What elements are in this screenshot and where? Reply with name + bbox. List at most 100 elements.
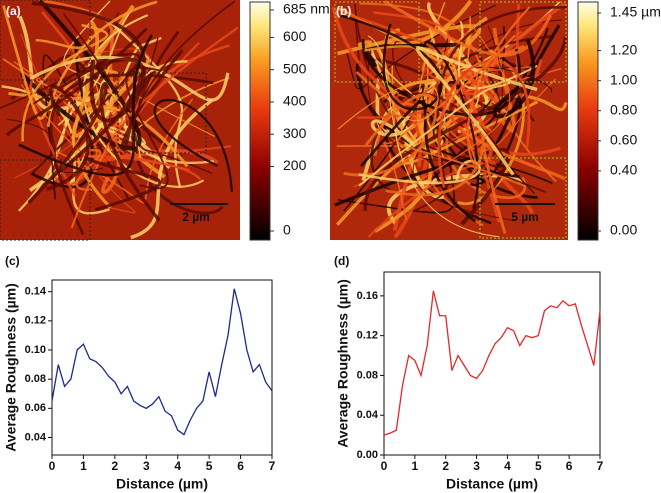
data-line <box>383 290 601 436</box>
x-axis-title: Distance (µm) <box>116 476 208 492</box>
y-tick-label: 0.06 <box>25 402 46 414</box>
texture <box>153 98 233 192</box>
texture <box>358 81 511 187</box>
x-axis-title: Distance (µm) <box>446 476 538 492</box>
colorbar <box>249 1 271 241</box>
roi-box <box>479 1 567 83</box>
texture <box>370 119 418 149</box>
texture <box>75 148 102 191</box>
plot-frame <box>383 271 601 456</box>
texture <box>363 36 568 212</box>
texture <box>336 145 484 227</box>
x-tick-label: 4 <box>174 459 181 473</box>
y-tick-label: 0.04 <box>357 409 379 421</box>
colorbar-tick-label: 500 <box>283 60 307 76</box>
y-axis-title: Average Roughness (µm) <box>3 283 19 452</box>
texture <box>115 26 239 181</box>
texture <box>337 82 439 130</box>
x-tick-label: 0 <box>381 459 388 473</box>
colorbar-tick-label: 0.80 <box>610 101 637 117</box>
data-line <box>51 288 273 436</box>
x-tick-label: 1 <box>412 459 419 473</box>
x-tick-label: 5 <box>206 459 213 473</box>
y-axis-title: Average Roughness (µm) <box>335 279 351 448</box>
colorbar-tick-label: 0.60 <box>610 131 637 147</box>
texture <box>35 35 92 49</box>
panel-label: (c) <box>5 254 20 268</box>
x-tick-label: 7 <box>597 459 604 473</box>
texture <box>82 14 205 188</box>
y-tick-label: 0.04 <box>25 431 47 443</box>
texture <box>84 156 162 212</box>
roi-box <box>0 0 91 81</box>
x-tick-label: 6 <box>566 459 573 473</box>
scale-bar-label: 2 µm <box>182 210 210 224</box>
texture <box>46 84 90 192</box>
texture <box>62 0 236 151</box>
texture <box>469 52 523 187</box>
texture <box>385 133 507 234</box>
x-tick-label: 6 <box>237 459 244 473</box>
texture <box>492 39 536 119</box>
texture <box>414 22 511 184</box>
texture <box>5 27 148 137</box>
colorbar-tick-label: 400 <box>283 93 307 109</box>
roi-box <box>117 72 207 154</box>
texture <box>397 34 527 188</box>
y-tick-label: 0.12 <box>25 315 46 327</box>
texture <box>125 66 169 190</box>
roi-box <box>334 1 420 83</box>
colorbar-tick-label: 0.00 <box>610 222 637 238</box>
texture <box>345 12 484 95</box>
colorbar-tick-label: 300 <box>283 125 307 141</box>
y-tick-label: 0.08 <box>25 373 46 385</box>
colorbar-tick-label: 1.20 <box>610 41 637 57</box>
x-tick-label: 1 <box>80 459 87 473</box>
texture <box>465 6 531 165</box>
colorbar-tick-label: 600 <box>283 28 307 44</box>
y-tick-label: 0.16 <box>357 290 378 302</box>
roi-box <box>479 157 567 239</box>
texture <box>460 147 510 226</box>
texture <box>6 118 104 174</box>
roi-box <box>0 159 91 241</box>
texture <box>437 59 531 188</box>
texture <box>104 17 184 189</box>
panel-label: (b) <box>336 4 351 18</box>
texture <box>457 20 538 90</box>
texture <box>21 23 109 142</box>
colorbar-tick-label: 0.40 <box>610 162 637 178</box>
texture <box>1 85 110 215</box>
colorbar-tick-label: 1.45 µm <box>610 4 661 20</box>
x-tick-label: 0 <box>49 459 56 473</box>
y-tick-label: 0.10 <box>25 344 46 356</box>
plot-frame <box>51 279 273 456</box>
texture <box>30 55 230 102</box>
y-tick-label: 0.14 <box>25 286 47 298</box>
panel-label: (a) <box>6 4 21 18</box>
texture <box>391 54 429 164</box>
x-tick-label: 2 <box>112 459 119 473</box>
colorbar <box>577 1 599 241</box>
texture <box>133 30 224 215</box>
x-tick-label: 7 <box>269 459 276 473</box>
texture <box>367 35 500 238</box>
panel-label: (d) <box>334 254 349 268</box>
x-tick-label: 3 <box>143 459 150 473</box>
texture <box>455 69 502 164</box>
y-tick-label: 0.08 <box>357 369 378 381</box>
x-tick-label: 2 <box>442 459 449 473</box>
afm-image <box>330 0 568 240</box>
x-tick-label: 4 <box>504 459 511 473</box>
texture <box>27 82 161 222</box>
texture <box>355 62 520 179</box>
scale-bar-label: 5 µm <box>511 210 539 224</box>
colorbar-tick-label: 200 <box>283 157 307 173</box>
afm-image <box>0 0 240 240</box>
colorbar-tick-label: 685 nm <box>283 1 330 17</box>
texture <box>360 100 477 223</box>
colorbar-tick-label: 0 <box>283 222 291 238</box>
texture <box>2 0 158 120</box>
y-tick-label: 0.12 <box>357 330 378 342</box>
